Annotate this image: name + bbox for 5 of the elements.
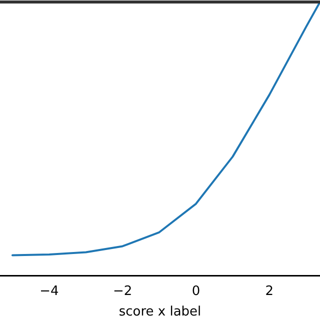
x-tick-label: 2 (265, 284, 274, 299)
x-axis-title: score x label (118, 304, 202, 320)
x-tick-label: −4 (40, 284, 59, 299)
x-tick-label: 0 (192, 284, 200, 299)
x-tick-label: −2 (112, 284, 132, 299)
